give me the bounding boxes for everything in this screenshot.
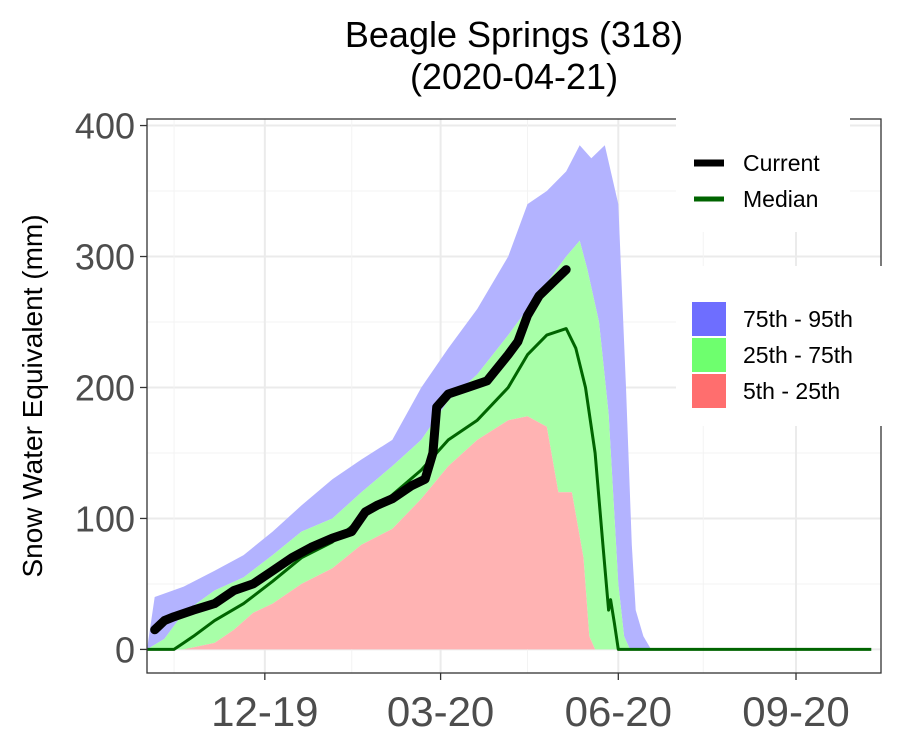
legend-fill-label-2: 5th - 25th [743, 378, 840, 404]
y-tick-label: 0 [115, 629, 135, 670]
legend-lines-box [676, 112, 850, 232]
legend-label-median: Median [743, 186, 818, 212]
legend-swatch-2 [692, 374, 726, 408]
y-tick-label: 400 [75, 106, 135, 147]
series-lines [147, 265, 872, 651]
percentile-bands [147, 145, 872, 650]
median-line [147, 327, 872, 651]
legend-fill-label-1: 25th - 75th [743, 342, 853, 368]
legend-label-current: Current [743, 150, 820, 176]
y-axis-label: Snow Water Equivalent (mm) [17, 214, 48, 577]
y-tick-label: 200 [75, 367, 135, 408]
legend: Current Median 75th - 95th 25th - 75th 5th -… [676, 112, 886, 426]
legend-swatch-1 [692, 338, 726, 372]
y-tick-label: 300 [75, 237, 135, 278]
y-tick-label: 100 [75, 498, 135, 539]
x-tick-label: 06-20 [565, 688, 672, 735]
x-tick-label: 09-20 [742, 688, 849, 735]
legend-swatch-0 [692, 302, 726, 336]
x-tick-label: 03-20 [387, 688, 494, 735]
chart-title: Beagle Springs (318) (2020-04-21) [147, 14, 881, 98]
current-line [150, 265, 571, 635]
x-tick-label: 12-19 [211, 688, 318, 735]
band-25th-75th [147, 240, 872, 650]
band-5th-25th [147, 416, 872, 650]
axes: 0 100 200 300 400 12-19 03-20 06-20 09-20 [75, 106, 850, 735]
chart-title-main: Beagle Springs (318) [344, 14, 684, 55]
chart-subtitle: (2020-04-21) [409, 56, 619, 97]
legend-fill-label-0: 75th - 95th [743, 306, 853, 332]
